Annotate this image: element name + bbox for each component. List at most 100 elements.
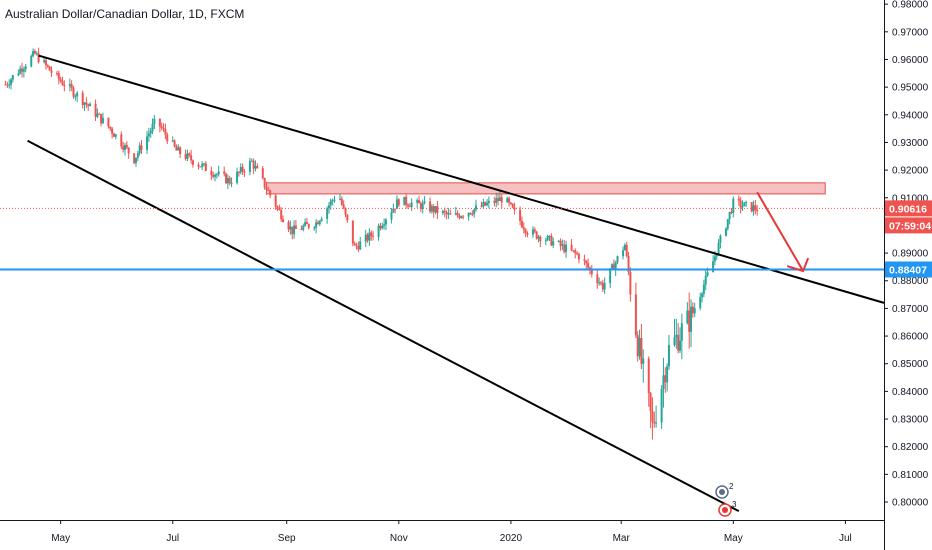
candle-body xyxy=(397,199,400,206)
candle-body xyxy=(355,245,358,247)
candle-body xyxy=(112,133,115,137)
candle-body xyxy=(756,209,759,212)
candle-body xyxy=(48,66,51,71)
candle-body xyxy=(537,236,540,239)
candle-body xyxy=(590,269,593,275)
candle-body xyxy=(120,134,123,147)
candle-body xyxy=(664,375,667,383)
candle-body xyxy=(57,73,60,80)
candle-body xyxy=(316,222,319,225)
candle-body xyxy=(96,113,99,117)
candle-body xyxy=(318,221,321,225)
candle-body xyxy=(728,211,731,220)
candle-body xyxy=(241,166,244,172)
candle-body xyxy=(19,68,22,74)
candle-body xyxy=(410,202,413,207)
candle-body xyxy=(175,146,178,151)
candle-body xyxy=(647,358,650,394)
candle-body xyxy=(160,126,163,129)
candle-body xyxy=(552,241,555,246)
candle-body xyxy=(673,337,676,346)
y-tick-label: 0.85000 xyxy=(892,359,929,370)
candle-body xyxy=(263,177,266,188)
candle-body xyxy=(563,244,566,252)
candle-body xyxy=(313,227,316,229)
candle-body xyxy=(43,60,46,63)
candle-body xyxy=(585,260,588,264)
candle-body xyxy=(559,240,562,246)
candle-body xyxy=(11,75,14,80)
candle-body xyxy=(699,297,702,309)
candle-body xyxy=(197,164,200,167)
candle-body xyxy=(377,225,380,237)
candle-body xyxy=(577,254,580,260)
candle-body xyxy=(732,198,735,213)
candle-body xyxy=(191,160,194,165)
candle-body xyxy=(454,213,457,215)
candle-body xyxy=(508,198,511,203)
y-tick-label: 0.97000 xyxy=(892,27,929,38)
candle-body xyxy=(72,87,75,97)
candle-body xyxy=(662,375,665,389)
candle-body xyxy=(614,262,617,271)
candle-body xyxy=(638,338,641,357)
candle-body xyxy=(287,221,290,230)
candle-body xyxy=(307,224,310,228)
event-icon-dot xyxy=(719,489,725,495)
candle-body xyxy=(498,197,501,201)
candle-body xyxy=(101,117,104,124)
candle-body xyxy=(10,79,13,85)
candle-body xyxy=(177,147,180,151)
y-tick-label: 0.80000 xyxy=(892,498,929,509)
candle-body xyxy=(17,73,20,76)
candle-body xyxy=(136,153,139,158)
x-tick-label: May xyxy=(51,533,70,544)
y-tick-label: 0.82000 xyxy=(892,442,929,453)
candle-body xyxy=(640,338,643,364)
candle-body xyxy=(74,96,77,98)
candle-body xyxy=(63,84,66,87)
candle-body xyxy=(688,310,691,332)
candle-body xyxy=(715,254,718,257)
candle-body xyxy=(596,274,599,284)
candle-body xyxy=(403,196,406,206)
candle-body xyxy=(493,200,496,203)
candle-body xyxy=(30,56,33,67)
candle-body xyxy=(548,235,551,237)
candle-body xyxy=(611,264,613,269)
candle-body xyxy=(217,171,220,175)
candle-body xyxy=(395,199,398,209)
candle-body xyxy=(282,219,285,222)
candle-body xyxy=(368,232,371,241)
candle-body xyxy=(601,282,604,290)
candle-body xyxy=(622,250,625,257)
candle-body xyxy=(331,200,334,202)
candle-body xyxy=(717,242,720,255)
candle-body xyxy=(557,240,560,242)
candle-body xyxy=(351,220,354,244)
candle-body xyxy=(256,165,259,169)
candle-body xyxy=(146,136,149,150)
candle-body xyxy=(737,198,740,201)
candle-body xyxy=(511,203,514,208)
candle-body xyxy=(469,212,472,214)
candle-body xyxy=(243,171,246,173)
candle-body xyxy=(467,212,470,217)
candle-body xyxy=(359,241,362,250)
candle-body xyxy=(680,323,683,341)
candle-body xyxy=(704,275,707,285)
candle-body xyxy=(173,140,176,147)
candle-body xyxy=(598,282,601,284)
candle-body xyxy=(111,128,114,134)
candle-body xyxy=(6,84,9,86)
candle-body xyxy=(153,118,156,124)
candle-body xyxy=(329,200,332,206)
y-tick-label: 0.92000 xyxy=(892,166,929,177)
candle-body xyxy=(215,174,218,176)
x-tick-label: 2020 xyxy=(500,533,523,544)
candle-body xyxy=(140,145,143,150)
candle-body xyxy=(85,102,88,105)
candle-body xyxy=(649,393,652,412)
candle-body xyxy=(239,166,242,173)
